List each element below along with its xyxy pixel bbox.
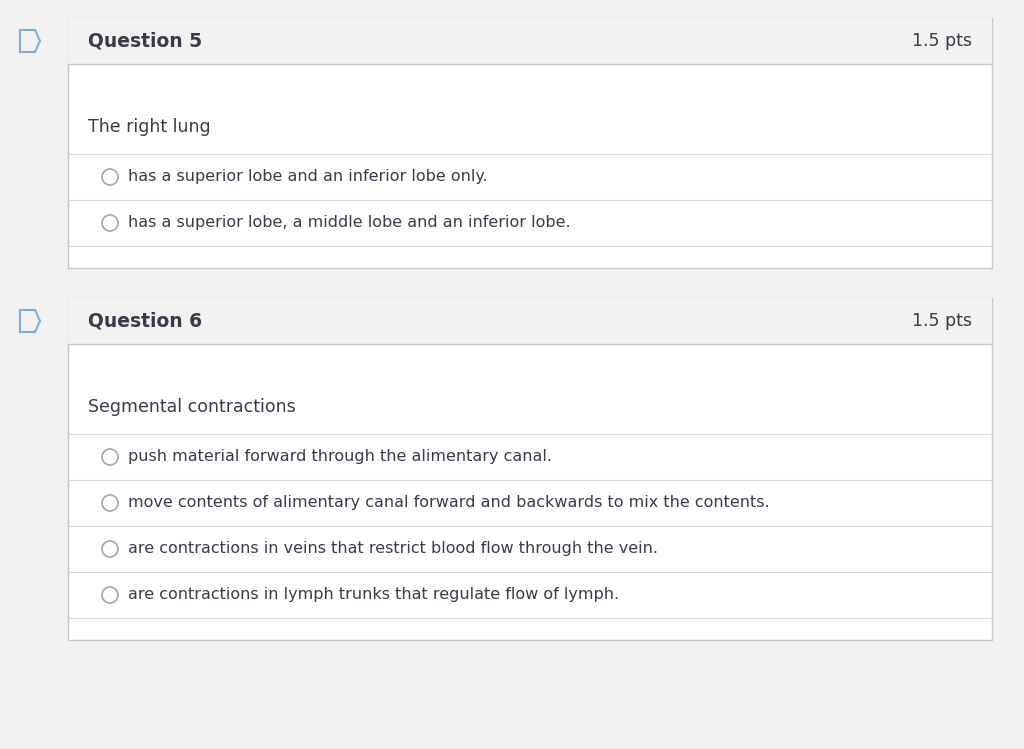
FancyBboxPatch shape — [68, 18, 992, 268]
Text: move contents of alimentary canal forward and backwards to mix the contents.: move contents of alimentary canal forwar… — [128, 496, 770, 511]
Text: push material forward through the alimentary canal.: push material forward through the alimen… — [128, 449, 552, 464]
Text: Question 6: Question 6 — [88, 312, 202, 330]
FancyBboxPatch shape — [68, 18, 992, 64]
Text: has a superior lobe and an inferior lobe only.: has a superior lobe and an inferior lobe… — [128, 169, 487, 184]
Text: are contractions in lymph trunks that regulate flow of lymph.: are contractions in lymph trunks that re… — [128, 587, 620, 602]
Text: The right lung: The right lung — [88, 118, 211, 136]
Text: Question 5: Question 5 — [88, 31, 202, 50]
Text: has a superior lobe, a middle lobe and an inferior lobe.: has a superior lobe, a middle lobe and a… — [128, 216, 570, 231]
FancyBboxPatch shape — [68, 298, 992, 344]
FancyBboxPatch shape — [68, 298, 992, 640]
Text: are contractions in veins that restrict blood flow through the vein.: are contractions in veins that restrict … — [128, 542, 658, 557]
Text: 1.5 pts: 1.5 pts — [912, 312, 972, 330]
Text: 1.5 pts: 1.5 pts — [912, 32, 972, 50]
Text: Segmental contractions: Segmental contractions — [88, 398, 296, 416]
